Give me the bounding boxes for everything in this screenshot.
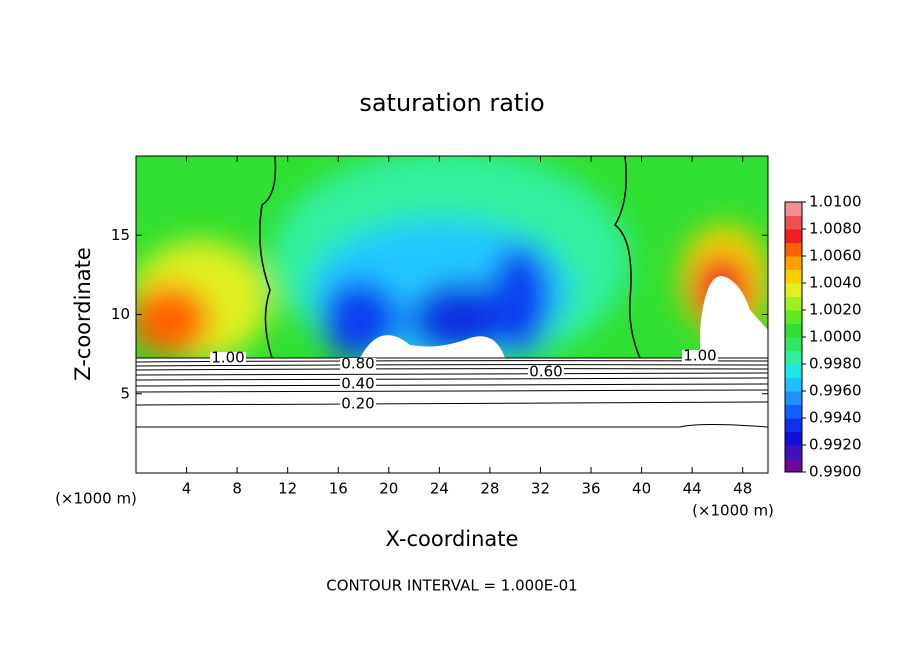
colorbar-band: [785, 391, 802, 405]
contour-field: [136, 156, 768, 473]
contour-label-bg: [340, 358, 376, 370]
x-tick-label: 40: [632, 480, 651, 498]
colorbar-tick-label: 1.0020: [809, 301, 862, 319]
x-tick-label: 44: [683, 480, 702, 498]
colorbar-tick-label: 1.0040: [809, 274, 862, 292]
colorbar-band: [785, 458, 802, 473]
x-tick-label: 28: [480, 480, 499, 498]
colorbar-band: [785, 377, 802, 392]
colorbar-band: [785, 256, 802, 270]
x-tick-label: 24: [430, 480, 449, 498]
colorbar-band: [785, 202, 802, 216]
colorbar-band: [785, 445, 802, 459]
colorbar-tick-label: 0.9940: [809, 409, 862, 427]
x-unit-label: (×1000 m): [55, 490, 137, 508]
colorbar-band: [785, 310, 802, 324]
colorbar-tick-label: 0.9980: [809, 355, 862, 373]
y-tick-label: 5: [120, 384, 130, 402]
colorbar-band: [785, 431, 802, 446]
x-tick-label: 48: [733, 480, 752, 498]
x-tick-label: 16: [329, 480, 348, 498]
colorbar-band: [785, 283, 802, 297]
x-tick-label: 12: [278, 480, 297, 498]
colorbar-band: [785, 418, 802, 432]
footer: CONTOUR INTERVAL = 1.000E-01: [326, 577, 577, 595]
colorbar-band: [785, 364, 802, 378]
contour-label-bg: [340, 378, 376, 390]
contour-label-bg: [340, 398, 376, 410]
contour-label: 0.40: [341, 375, 374, 393]
colorbar-tick-label: 0.9900: [809, 463, 862, 481]
colorbar-tick-label: 0.9960: [809, 382, 862, 400]
contour-label: 0.60: [529, 363, 562, 381]
contour-label: 1.00: [683, 347, 716, 365]
colorbar-band: [785, 404, 802, 419]
colorbar-tick-label: 0.9920: [809, 436, 862, 454]
colorbar-band: [785, 350, 802, 365]
x-axis-title: X-coordinate: [386, 527, 519, 551]
contour-label: 0.20: [341, 395, 374, 413]
y-tick-label: 15: [111, 226, 130, 244]
colorbar-band: [785, 269, 802, 284]
contour-label-bg: [682, 350, 718, 362]
colorbar-band: [785, 323, 802, 338]
colorbar-tick-label: 1.0100: [809, 193, 862, 211]
x-unit-label: (×1000 m): [692, 502, 774, 520]
colorbar-tick-label: 1.0000: [809, 328, 862, 346]
contour-label: 1.00: [211, 349, 244, 367]
colorbar-band: [785, 215, 802, 230]
colorbar-band: [785, 337, 802, 351]
colorbar-band: [785, 229, 802, 243]
colorbar-band: [785, 242, 802, 257]
x-tick-label: 36: [581, 480, 600, 498]
x-tick-label: 20: [379, 480, 398, 498]
y-tick-label: 10: [111, 305, 130, 323]
chart-title: saturation ratio: [359, 89, 544, 117]
colorbar-band: [785, 296, 802, 311]
y-axis-title: Z-coordinate: [71, 247, 95, 381]
colorbar-tick-label: 1.0060: [809, 247, 862, 265]
contour-label: 0.80: [341, 355, 374, 373]
x-tick-label: 8: [232, 480, 242, 498]
contour-label-bg: [528, 366, 564, 378]
contour-label-bg: [210, 352, 246, 364]
x-tick-label: 32: [531, 480, 550, 498]
colorbar-tick-label: 1.0080: [809, 220, 862, 238]
x-tick-label: 4: [182, 480, 192, 498]
